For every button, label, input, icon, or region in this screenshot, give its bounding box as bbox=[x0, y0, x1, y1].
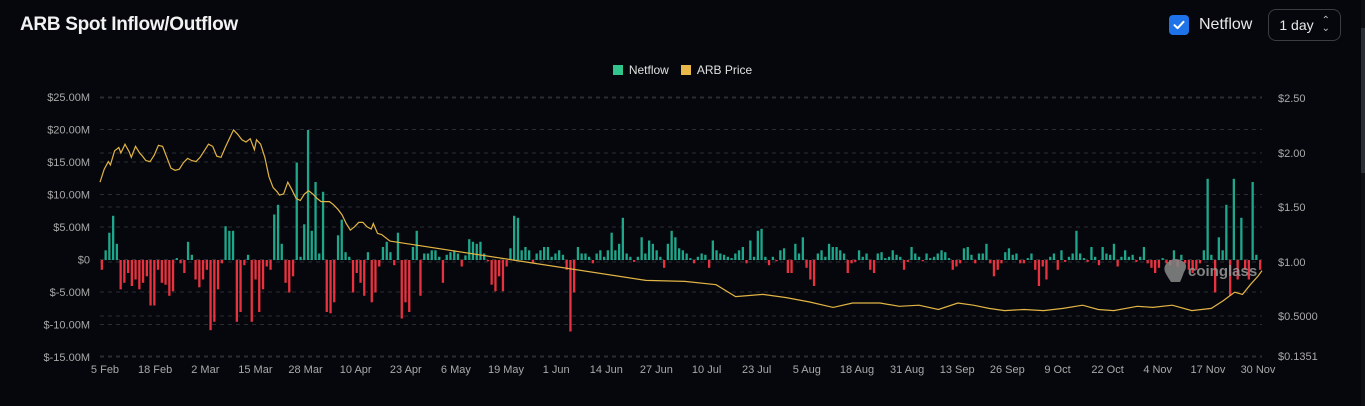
x-tick-label: 13 Sep bbox=[940, 364, 975, 376]
x-tick-label: 10 Jul bbox=[692, 364, 721, 376]
y-left-tick-label: $10.00M bbox=[47, 190, 90, 202]
x-tick-label: 1 Jun bbox=[543, 364, 570, 376]
x-tick-label: 15 Mar bbox=[238, 364, 273, 376]
legend-item-netflow[interactable]: Netflow bbox=[612, 63, 669, 77]
x-tick-label: 19 May bbox=[488, 364, 525, 376]
x-axis-dates: 5 Feb 18 Feb 2 Mar 15 Mar 28 Mar 10 Apr 23 Apr… bbox=[91, 364, 1276, 376]
x-tick-label: 18 Feb bbox=[138, 364, 172, 376]
x-tick-label: 27 Jun bbox=[640, 364, 673, 376]
y-left-tick-label: $15.00M bbox=[47, 157, 90, 169]
x-tick-label: 5 Aug bbox=[793, 364, 821, 376]
x-tick-label: 23 Apr bbox=[390, 364, 422, 376]
y-left-tick-label: $25.00M bbox=[47, 92, 90, 104]
coinglass-watermark: coinglass bbox=[1164, 259, 1257, 282]
x-tick-label: 5 Feb bbox=[91, 364, 119, 376]
x-tick-label: 10 Apr bbox=[340, 364, 372, 376]
netflow-checkbox-label[interactable]: Netflow bbox=[1199, 16, 1253, 33]
netflow-bars bbox=[100, 130, 1262, 332]
checkmark-icon bbox=[1173, 20, 1185, 30]
x-tick-label: 30 Nov bbox=[1241, 364, 1276, 376]
chevron-updown-icon: ⌃ ⌄ bbox=[1321, 15, 1330, 34]
y-right-tick-label: $1.50 bbox=[1278, 202, 1306, 214]
legend-swatch-arb-price bbox=[680, 65, 691, 75]
x-tick-label: 26 Sep bbox=[990, 364, 1025, 376]
y-axis-left-netflow: $25.00M $20.00M $15.00M $10.00M $5.00M $0 $-5.… bbox=[44, 92, 90, 364]
x-tick-label: 6 May bbox=[441, 364, 471, 376]
interval-select[interactable]: 1 day ⌃ ⌄ bbox=[1268, 9, 1341, 41]
x-tick-label: 4 Nov bbox=[1143, 364, 1172, 376]
y-left-tick-label: $0 bbox=[78, 255, 90, 267]
x-tick-label: 23 Jul bbox=[742, 364, 771, 376]
legend-label-netflow: Netflow bbox=[628, 63, 669, 77]
x-tick-label: 17 Nov bbox=[1190, 364, 1225, 376]
x-tick-label: 22 Oct bbox=[1091, 364, 1123, 376]
scrollbar-thumb[interactable] bbox=[1361, 28, 1365, 173]
legend-item-arb-price[interactable]: ARB Price bbox=[680, 63, 753, 77]
y-left-tick-label: $-15.00M bbox=[44, 352, 90, 364]
page-title: ARB Spot Inflow/Outflow bbox=[20, 14, 238, 35]
x-tick-label: 18 Aug bbox=[840, 364, 874, 376]
interval-select-value: 1 day bbox=[1279, 17, 1314, 33]
y-right-tick-label: $2.50 bbox=[1278, 93, 1306, 105]
netflow-checkbox[interactable] bbox=[1169, 15, 1189, 35]
x-tick-label: 2 Mar bbox=[191, 364, 219, 376]
y-left-tick-label: $-5.00M bbox=[50, 287, 90, 299]
y-axis-right-price: $2.50 $2.00 $1.50 $1.00 $0.5000 $0.1351 bbox=[1278, 93, 1318, 363]
x-tick-label: 31 Aug bbox=[890, 364, 924, 376]
chart-legend: Netflow ARB Price bbox=[0, 63, 1365, 77]
y-left-tick-label: $20.00M bbox=[47, 125, 90, 137]
page-scrollbar[interactable] bbox=[1361, 0, 1365, 406]
svg-text:coinglass: coinglass bbox=[1188, 263, 1257, 280]
x-tick-label: 14 Jun bbox=[590, 364, 623, 376]
y-left-tick-label: $-10.00M bbox=[44, 320, 90, 332]
arb-price-line bbox=[99, 128, 1263, 312]
legend-swatch-netflow bbox=[612, 65, 623, 75]
coinglass-logo-icon bbox=[1164, 259, 1186, 282]
chart-controls: Netflow 1 day ⌃ ⌄ bbox=[1169, 9, 1341, 41]
y-right-tick-label: $0.1351 bbox=[1278, 351, 1318, 363]
x-tick-label: 9 Oct bbox=[1044, 364, 1070, 376]
y-right-tick-label: $2.00 bbox=[1278, 148, 1306, 160]
y-left-tick-label: $5.00M bbox=[53, 222, 90, 234]
legend-label-arb-price: ARB Price bbox=[696, 63, 753, 77]
y-right-tick-label: $0.5000 bbox=[1278, 311, 1318, 323]
x-tick-label: 28 Mar bbox=[288, 364, 323, 376]
y-right-tick-label: $1.00 bbox=[1278, 257, 1306, 269]
